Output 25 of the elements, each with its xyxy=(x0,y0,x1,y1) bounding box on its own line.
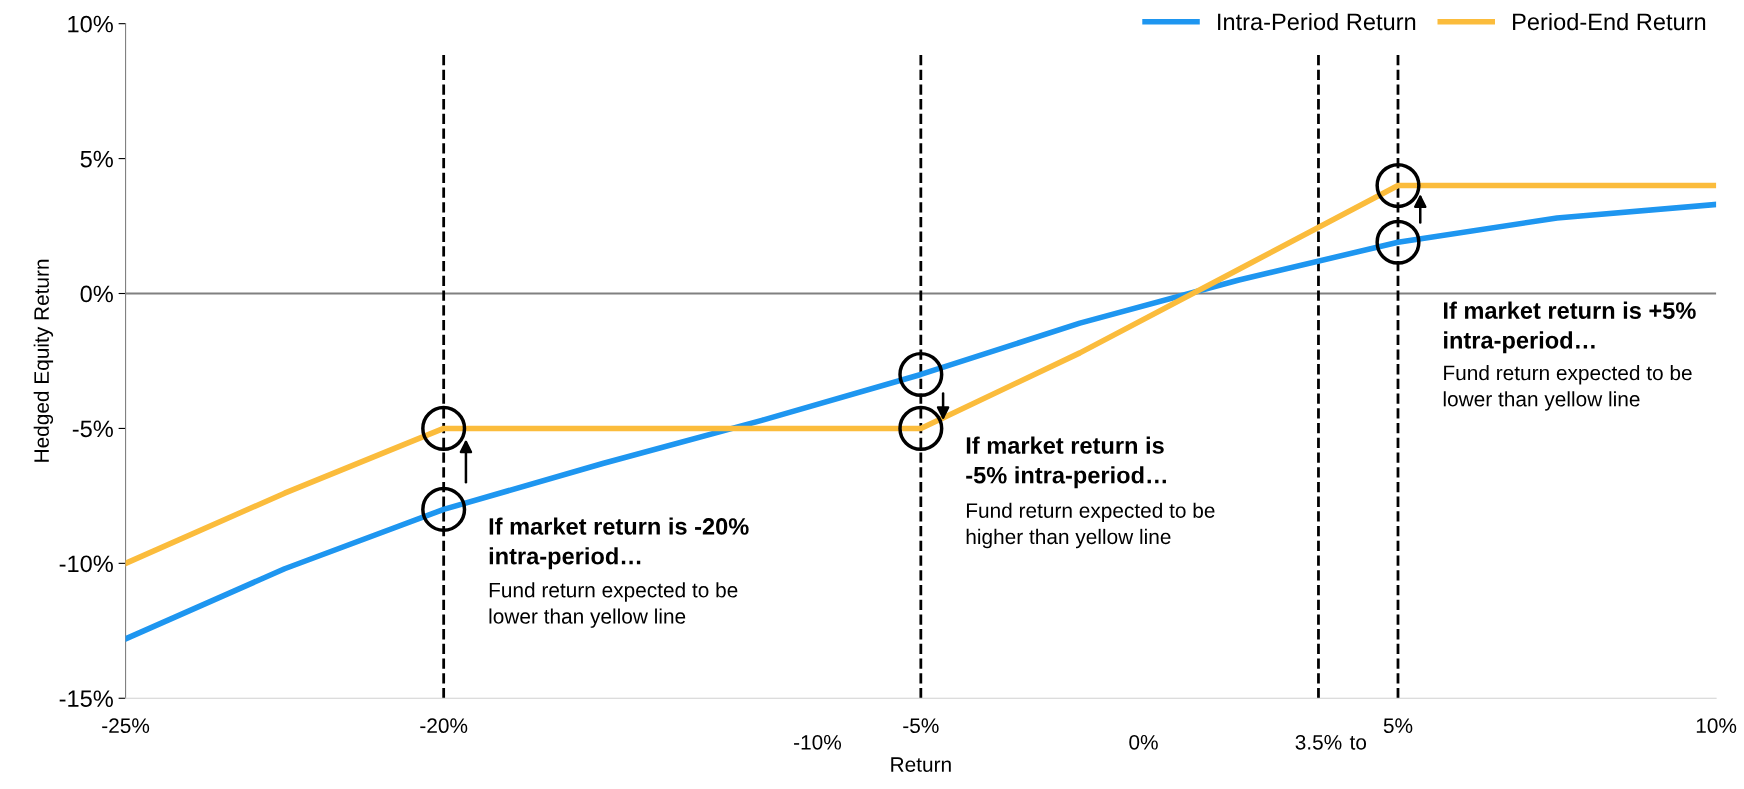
y-tick-label: 10% xyxy=(68,15,113,33)
annotation: Fund return expected to be lower than yellow line xyxy=(1443,365,1692,411)
x-tick-label: -25% xyxy=(102,718,150,734)
text: to xyxy=(1349,736,1367,750)
x-tick-label: 5% xyxy=(1383,718,1413,734)
annotation: If market return is -20% intra-period… xyxy=(489,517,749,570)
x-axis-title: Return xyxy=(891,757,951,772)
text: 0% xyxy=(1129,734,1158,750)
annotation: Fund return expected to be higher than yellow line xyxy=(966,502,1215,549)
text: -10% xyxy=(794,734,842,750)
y-axis-title: Hedged Equity Return xyxy=(33,259,54,462)
annotation: If market return is +5% intra-period… xyxy=(1444,301,1696,354)
y-tick-label: 5% xyxy=(80,150,113,168)
annotation: If market return is -5% intra-period… xyxy=(966,436,1166,489)
x-tick-label: -20% xyxy=(420,718,468,734)
y-tick-label: -15% xyxy=(59,690,113,708)
legend-label: Intra-Period Return xyxy=(1218,12,1416,31)
y-tick-label: -10% xyxy=(59,555,113,573)
x-tick-label: 10% xyxy=(1696,718,1737,734)
text: 3.5% xyxy=(1295,734,1342,750)
y-tick-label: 0% xyxy=(80,285,113,303)
annotation: Fund return expected to be lower than yellow line xyxy=(489,582,738,628)
y-tick-label: -5% xyxy=(72,420,113,438)
legend-label: Period-End Return xyxy=(1513,12,1706,31)
x-tick-label: -5% xyxy=(903,718,939,734)
